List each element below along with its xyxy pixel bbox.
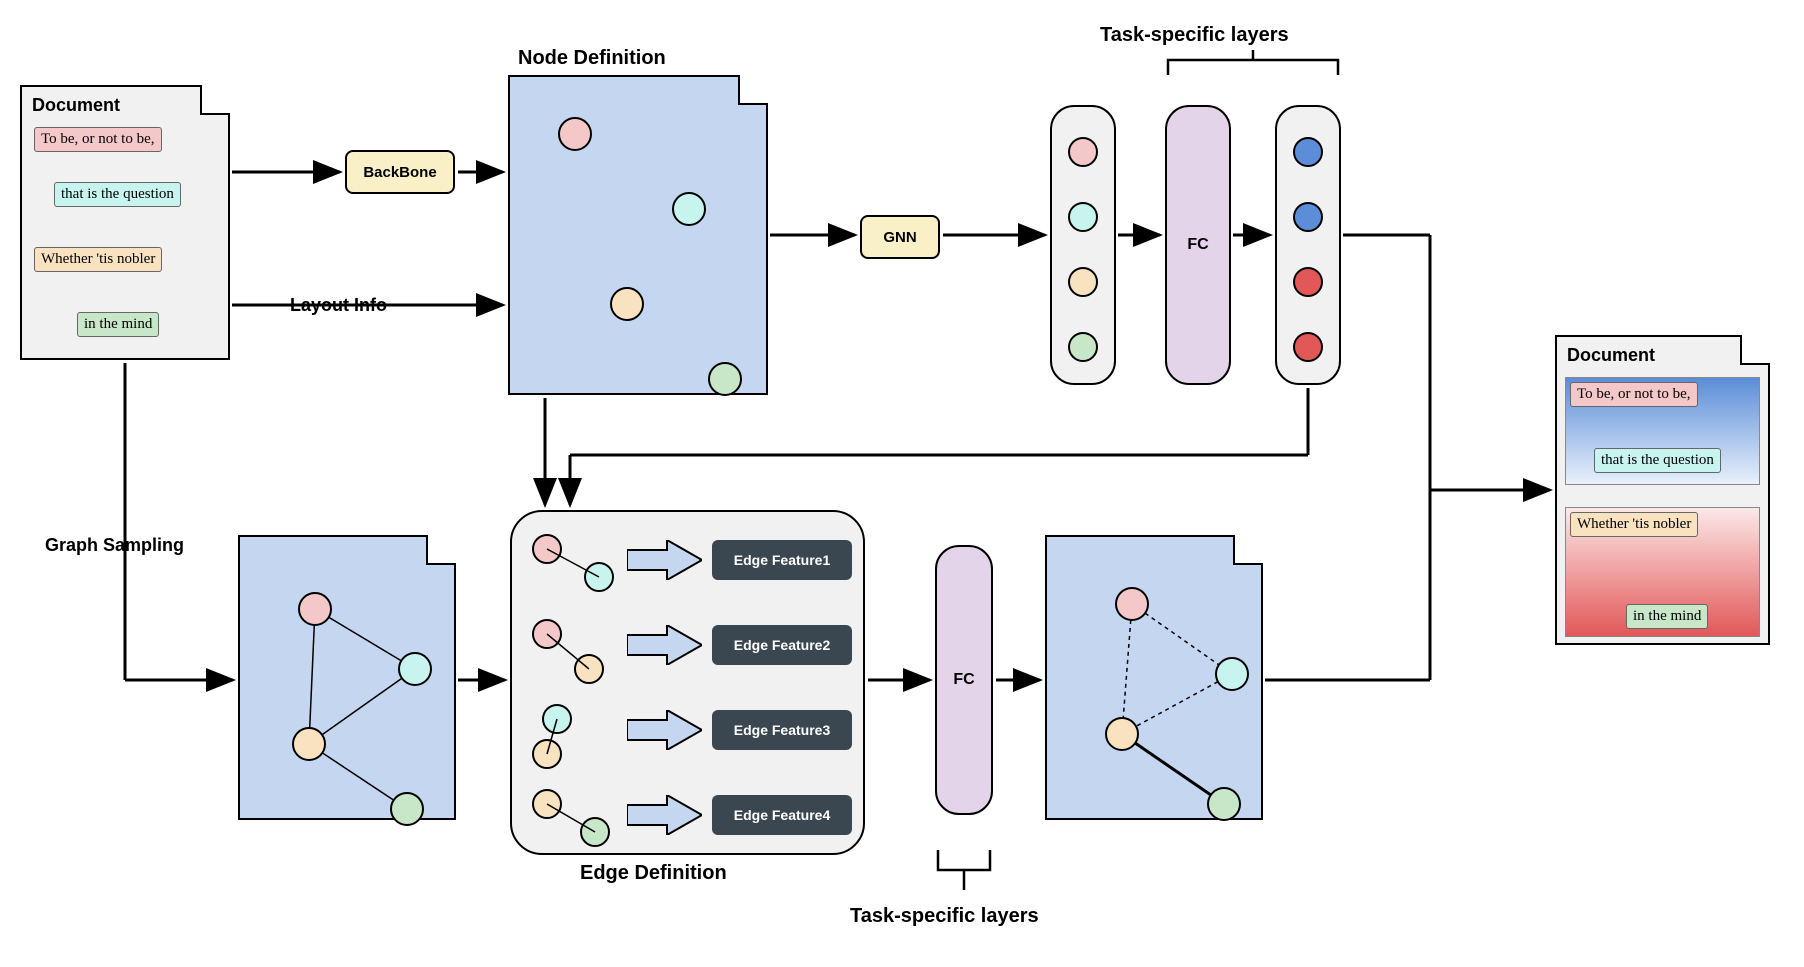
doc-line-3: Whether 'tis nobler bbox=[34, 247, 162, 272]
gnn-dot-1 bbox=[1068, 137, 1098, 167]
edge-arrow-3 bbox=[627, 710, 702, 750]
task-dot-3 bbox=[1293, 267, 1323, 297]
ed-pair3-line bbox=[532, 704, 572, 769]
edge-arrow-1 bbox=[627, 540, 702, 580]
task-dot-2 bbox=[1293, 202, 1323, 232]
gnn-dot-3 bbox=[1068, 267, 1098, 297]
node-orange bbox=[610, 287, 644, 321]
graph-sampling-label: Graph Sampling bbox=[45, 535, 184, 556]
out-line-1: To be, or not to be, bbox=[1570, 382, 1698, 407]
gnn-box: GNN bbox=[860, 215, 940, 259]
graph-output-panel bbox=[1045, 535, 1263, 820]
task-dot-1 bbox=[1293, 137, 1323, 167]
edge-arrow-4 bbox=[627, 795, 702, 835]
input-document: Document To be, or not to be, that is th… bbox=[20, 85, 230, 360]
edge-feature-3: Edge Feature3 bbox=[712, 710, 852, 750]
go-node-d bbox=[1207, 787, 1241, 821]
ed-pair4-line bbox=[532, 789, 610, 847]
node-pink bbox=[558, 117, 592, 151]
edge-def-title: Edge Definition bbox=[580, 862, 727, 885]
gnn-output-pill bbox=[1050, 105, 1116, 385]
graph-sampling-panel bbox=[238, 535, 456, 820]
gnn-dot-4 bbox=[1068, 332, 1098, 362]
gs-node-b bbox=[398, 652, 432, 686]
fc-bottom-label: FC bbox=[953, 671, 974, 689]
doc-line-2: that is the question bbox=[54, 182, 181, 207]
go-node-b bbox=[1215, 657, 1249, 691]
doc-line-1: To be, or not to be, bbox=[34, 127, 162, 152]
ed-pair2-line bbox=[532, 619, 604, 684]
group-red: Whether 'tis nobler in the mind bbox=[1565, 507, 1760, 637]
go-node-a bbox=[1115, 587, 1149, 621]
ed-pair1-line bbox=[532, 534, 614, 594]
doc-line-4: in the mind bbox=[77, 312, 159, 337]
group-blue: To be, or not to be, that is the questio… bbox=[1565, 377, 1760, 485]
go-node-c bbox=[1105, 717, 1139, 751]
task-dot-4 bbox=[1293, 332, 1323, 362]
edge-feature-4: Edge Feature4 bbox=[712, 795, 852, 835]
out-line-4: in the mind bbox=[1626, 604, 1708, 629]
diagram-arrows bbox=[0, 0, 1804, 967]
task-specific-bottom-label: Task-specific layers bbox=[850, 905, 1039, 928]
fc-top-label: FC bbox=[1187, 236, 1208, 254]
edge-arrow-2 bbox=[627, 625, 702, 665]
edge-definition-panel: Edge Feature1 Edge Feature2 Edge Feature… bbox=[510, 510, 865, 855]
node-green bbox=[708, 362, 742, 396]
task-output-pill bbox=[1275, 105, 1341, 385]
fc-top: FC bbox=[1165, 105, 1231, 385]
output-doc-title: Document bbox=[1567, 345, 1655, 366]
node-def-title: Node Definition bbox=[518, 47, 666, 70]
edge-feature-2: Edge Feature2 bbox=[712, 625, 852, 665]
gs-node-c bbox=[292, 727, 326, 761]
layout-info-label: Layout Info bbox=[290, 295, 387, 316]
input-doc-title: Document bbox=[32, 95, 120, 116]
task-specific-top-label: Task-specific layers bbox=[1100, 24, 1289, 47]
gnn-dot-2 bbox=[1068, 202, 1098, 232]
out-line-2: that is the question bbox=[1594, 448, 1721, 473]
gs-node-a bbox=[298, 592, 332, 626]
fc-bottom: FC bbox=[935, 545, 993, 815]
node-cyan bbox=[672, 192, 706, 226]
node-definition-panel bbox=[508, 75, 768, 395]
backbone-box: BackBone bbox=[345, 150, 455, 194]
output-document: Document To be, or not to be, that is th… bbox=[1555, 335, 1770, 645]
gs-node-d bbox=[390, 792, 424, 826]
edge-feature-1: Edge Feature1 bbox=[712, 540, 852, 580]
out-line-3: Whether 'tis nobler bbox=[1570, 512, 1698, 537]
